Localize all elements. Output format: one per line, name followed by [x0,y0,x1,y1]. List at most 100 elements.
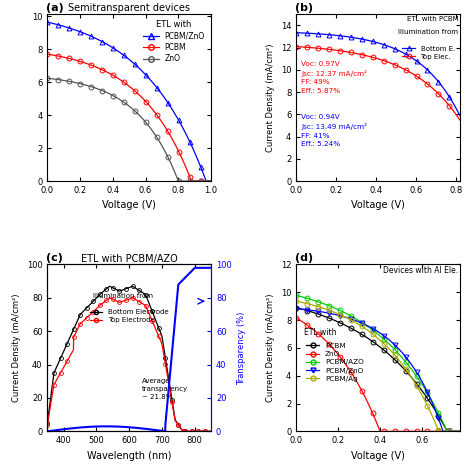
Bottom E. [390,45,396,51]
Bottom Electrode [173,417,178,423]
Y-axis label: Current Density (mA/cm²): Current Density (mA/cm²) [266,44,275,152]
PCBM/ZnO [293,306,299,311]
Bottom Electrode [45,420,50,426]
Bottom Electrode [111,285,117,291]
Bottom Electrode [117,288,122,294]
Text: ETL with: ETL with [304,328,337,337]
Text: Voc: 0.94V
Jsc: 13.49 mA/cm²
FF: 41%
Eff.: 5.24%: Voc: 0.94V Jsc: 13.49 mA/cm² FF: 41% Eff… [301,114,367,147]
PCBM/ZnO [391,341,396,346]
Top Electrode [111,297,117,302]
PCBM/ZnO [442,428,448,434]
PCBM [457,428,463,434]
PCBM/AZO [431,402,437,408]
PCBM [431,406,437,411]
Top Elec. [390,61,396,67]
ZnO [391,428,396,434]
Top Electrode [61,364,67,369]
Y-axis label: Current Density (mA/cm²): Current Density (mA/cm²) [12,294,21,402]
PCBM/Ag [293,298,299,304]
Legend: PCBM, ZnO, PCBM/AZO, PCBM/ZnO, PCBM/Ag: PCBM, ZnO, PCBM/AZO, PCBM/ZnO, PCBM/Ag [305,341,365,383]
Text: Average
transparency
~ 21.8%: Average transparency ~ 21.8% [142,378,189,400]
Text: (b): (b) [294,2,313,12]
PCBM/ZnO [457,428,463,434]
PCBM/AZO [294,292,300,298]
PCBM/AZO [391,346,396,351]
PCBM [293,305,299,310]
Text: Voc: 0.97V
Jsc: 12.37 mA/cm²
FF: 49%
Eff.: 5.87%: Voc: 0.97V Jsc: 12.37 mA/cm² FF: 49% Eff… [301,61,367,94]
Line: ZnO: ZnO [294,316,462,434]
Line: PCBM/ZnO: PCBM/ZnO [294,306,462,434]
PCBM/Ag [442,428,448,434]
PCBM/AZO [393,348,399,354]
X-axis label: Voltage (V): Voltage (V) [351,201,405,210]
Line: Top Elec.: Top Elec. [294,44,462,122]
ZnO [378,428,383,434]
Top Elec. [393,63,399,68]
Line: PCBM: PCBM [294,305,462,434]
Bottom Electrode [175,421,181,427]
Y-axis label: Transparency (%): Transparency (%) [237,311,246,384]
Top Elec. [442,97,447,103]
Top Elec. [457,117,463,123]
Bottom E. [293,30,299,36]
ZnO [394,428,400,434]
Top Electrode [129,295,135,301]
Line: PCBM/AZO: PCBM/AZO [294,293,462,434]
Top Elec. [293,44,299,49]
PCBM/Ag [390,350,396,356]
Top Elec. [294,44,300,49]
Top Electrode [117,300,122,305]
PCBM/Ag [393,354,399,360]
ZnO [442,428,448,434]
PCBM/ZnO [294,306,300,311]
PCBM [391,356,396,361]
PCBM/Ag [431,417,437,423]
Legend: Bottom E., Top Elec.: Bottom E., Top Elec. [401,45,456,61]
PCBM/AZO [444,428,450,434]
Bottom E. [391,46,396,51]
Text: (d): (d) [294,253,313,263]
Text: ETL with PCBM: ETL with PCBM [407,16,458,22]
PCBM/ZnO [393,344,399,349]
ZnO [432,428,438,434]
Legend: PCBM/ZnO, PCBM, ZnO: PCBM/ZnO, PCBM, ZnO [141,18,207,65]
ZnO [293,315,299,321]
Top Electrode [185,428,191,434]
Bottom Electrode [157,328,163,334]
PCBM [444,428,450,434]
X-axis label: Wavelength (nm): Wavelength (nm) [87,451,172,461]
Line: Bottom E.: Bottom E. [294,30,462,118]
Title: Semitransparent devices: Semitransparent devices [68,3,190,13]
Title: ETL with PCBM/AZO: ETL with PCBM/AZO [81,254,178,264]
PCBM/Ag [436,428,442,434]
PCBM [442,423,447,429]
Line: PCBM/Ag: PCBM/Ag [294,299,462,434]
Top Electrode [157,336,163,342]
X-axis label: Voltage (V): Voltage (V) [102,201,156,210]
PCBM [390,355,396,361]
X-axis label: Voltage (V): Voltage (V) [351,451,405,461]
Top Electrode [208,428,214,434]
Bottom E. [393,46,399,52]
ZnO [391,428,397,434]
PCBM/ZnO [440,428,446,434]
PCBM/AZO [390,345,396,351]
Bottom E. [431,74,437,80]
Text: Illumination from: Illumination from [398,29,458,35]
Legend: Bottom Electrode, Top Electrode: Bottom Electrode, Top Electrode [87,306,171,326]
Top Electrode [173,418,178,424]
PCBM/AZO [457,428,463,434]
PCBM [393,358,399,364]
Text: (c): (c) [46,253,63,263]
Bottom Electrode [129,283,135,289]
Top Elec. [431,87,437,92]
PCBM/Ag [391,351,396,356]
PCBM/ZnO [390,340,396,346]
Bottom Electrode [61,347,67,353]
ZnO [457,428,463,434]
PCBM/ZnO [431,404,437,410]
Top Electrode [175,422,181,428]
Top Elec. [391,62,396,67]
ZnO [294,315,300,321]
Bottom Electrode [185,428,191,434]
